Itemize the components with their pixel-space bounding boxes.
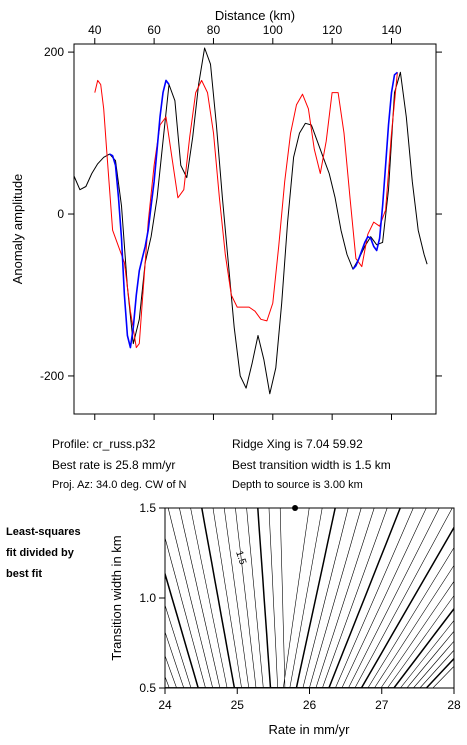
bottom-x-tick-label: 26	[303, 698, 317, 712]
bottom-x-axis-title: Rate in mm/yr	[269, 722, 351, 737]
contour-line	[190, 508, 414, 688]
contour-line	[165, 620, 454, 688]
top-x-axis-title: Distance (km)	[215, 8, 295, 23]
bottom-x-tick-label: 27	[375, 698, 389, 712]
top-x-tick-label: 60	[147, 23, 161, 37]
best-transition-width: Best transition width is 1.5 km	[232, 458, 391, 472]
side-note: Least-squares fit divided by best fit	[6, 522, 106, 585]
side-note-line: fit divided by	[6, 547, 74, 559]
contour-line	[268, 508, 323, 688]
bottom-y-tick-label: 1.5	[139, 501, 156, 515]
best-fit-marker	[292, 505, 299, 511]
best-rate: Best rate is 25.8 mm/yr	[52, 458, 176, 472]
series-line-1	[94, 72, 398, 349]
profile-name: Profile: cr_russ.p32	[52, 437, 156, 451]
series-line-0	[73, 47, 428, 395]
bottom-x-tick-label: 25	[231, 698, 245, 712]
side-note-line: Least-squares	[6, 526, 81, 538]
contour-line	[257, 508, 336, 688]
contour-line	[165, 508, 453, 688]
depth-to-source: Depth to source is 3.00 km	[232, 479, 363, 491]
contour-line	[165, 547, 454, 688]
bottom-y-tick-label: 0.5	[139, 681, 156, 695]
top-y-tick-label: -200	[40, 369, 64, 383]
contour-line	[167, 508, 440, 688]
top-x-tick-label: 120	[322, 23, 342, 37]
series-line-2	[109, 79, 170, 349]
contour-line	[165, 564, 454, 688]
ridge-crossing: Ridge Xing is 7.04 59.92	[232, 437, 363, 451]
top-y-tick-label: 0	[57, 207, 64, 221]
top-x-tick-label: 40	[88, 23, 102, 37]
top-x-tick-label: 80	[207, 23, 221, 37]
contour-line	[179, 508, 427, 688]
bottom-y-axis-title: Transition width in km	[109, 535, 124, 660]
top-y-tick-label: 200	[44, 45, 64, 59]
projection-azimuth: Proj. Az: 34.0 deg. CW of N	[52, 479, 187, 491]
series-line-3	[352, 71, 398, 270]
top-x-tick-label: 100	[263, 23, 283, 37]
contour-line	[246, 508, 349, 688]
bottom-x-tick-label: 24	[158, 698, 172, 712]
contour-line	[235, 508, 362, 688]
top-y-axis-title: Anomaly amplitude	[10, 174, 25, 285]
top-x-tick-label: 140	[381, 23, 401, 37]
contour-line	[279, 508, 310, 688]
contour-line	[201, 508, 401, 688]
bottom-x-tick-label: 28	[447, 698, 461, 712]
side-note-line: best fit	[6, 568, 43, 580]
contour-line	[212, 508, 388, 688]
contour-label: 1.5	[233, 550, 248, 567]
bottom-y-tick-label: 1.0	[139, 591, 156, 605]
contour-line	[223, 508, 375, 688]
contour-line	[165, 526, 454, 688]
top-plot-frame	[73, 43, 437, 415]
